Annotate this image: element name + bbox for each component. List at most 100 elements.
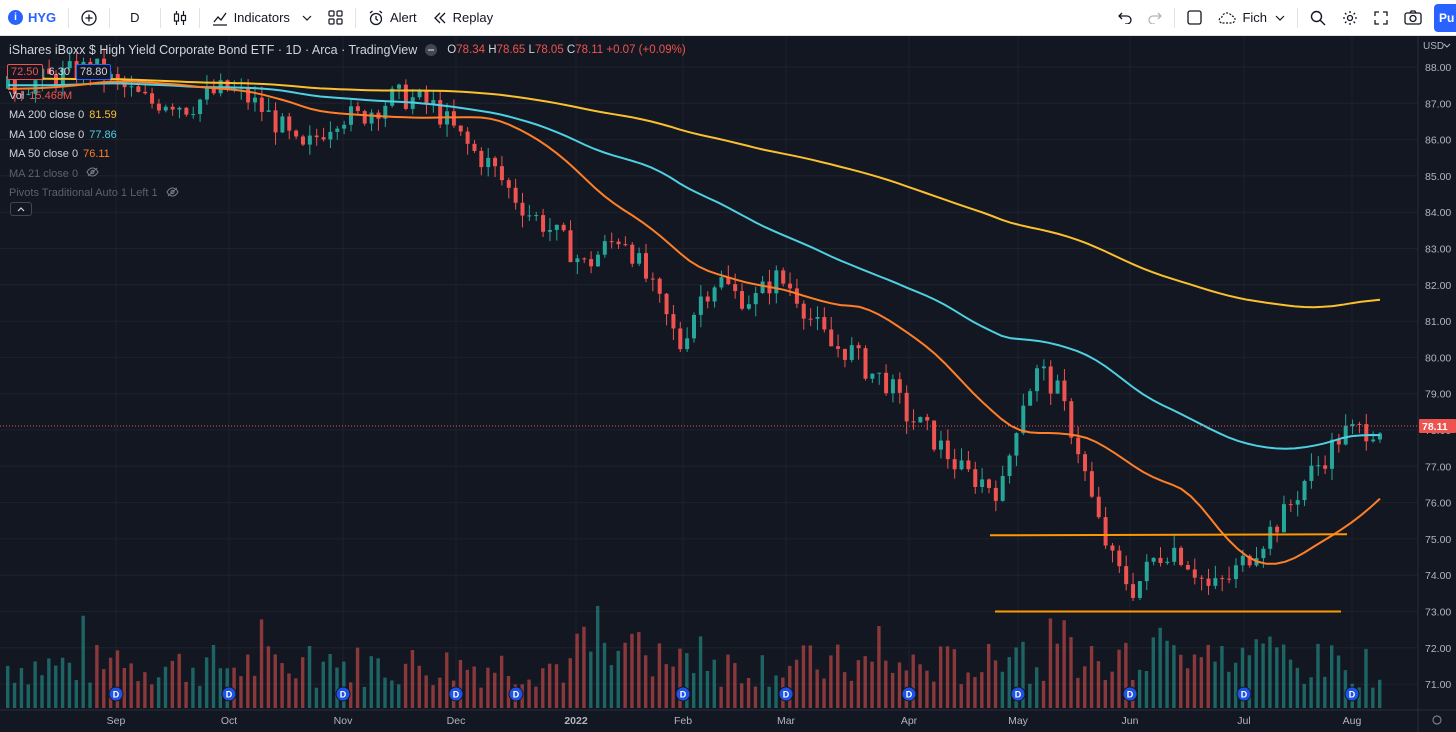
price-chart[interactable]: D D D D D D D D D D D D USD 88.00 87.00 86.00 85.00 84.00… (0, 36, 1456, 732)
buy-price-button[interactable]: 78.80 (76, 64, 112, 80)
volume-bar (219, 668, 222, 708)
volume-bar (925, 671, 928, 708)
fullscreen-button[interactable] (1366, 0, 1396, 36)
volume-bar (61, 658, 64, 708)
symbol-search-button[interactable]: i HYG (0, 0, 64, 36)
time-tick-label: Oct (221, 715, 237, 727)
indicator-ma100[interactable]: MA 100 close 0 77.86 (9, 125, 179, 145)
currency-label[interactable]: USD (1423, 41, 1444, 52)
alert-label: Alert (390, 10, 417, 25)
hide-series-icon[interactable] (425, 44, 437, 56)
chart-area[interactable]: D D D D D D D D D D D D USD 88.00 87.00 86.00 85.00 84.00… (0, 36, 1456, 732)
volume-bar (884, 661, 887, 708)
volume-bar (1076, 678, 1079, 708)
volume-bar (308, 646, 311, 708)
candle-body (267, 110, 271, 112)
replay-button[interactable]: Replay (425, 0, 501, 36)
candle-body (1289, 504, 1293, 505)
candle-body (191, 114, 195, 115)
toolbar-divider (1297, 8, 1298, 28)
candle-body (1344, 426, 1348, 445)
compare-button[interactable] (73, 0, 105, 36)
volume-bar (1330, 645, 1333, 708)
volume-bar (459, 660, 462, 708)
sell-price-button[interactable]: 72.50 (7, 64, 43, 80)
volume-bar (1289, 660, 1292, 708)
resistance-line[interactable] (990, 534, 1347, 535)
volume-bar (767, 687, 770, 708)
eye-off-icon[interactable] (86, 167, 99, 180)
volume-bar (527, 680, 530, 708)
price-tick-label: 71.00 (1425, 679, 1451, 691)
volume-bar (1062, 620, 1065, 708)
candle-body (1083, 454, 1087, 471)
price-tick-label: 82.00 (1425, 280, 1451, 292)
volume-bar (260, 619, 263, 708)
legend-title-row: iShares iBoxx $ High Yield Corporate Bon… (9, 42, 686, 58)
indicator-ma50[interactable]: MA 50 close 0 76.11 (9, 145, 179, 165)
candle-body (315, 136, 319, 138)
fullscreen-layout-button[interactable] (1179, 0, 1210, 36)
change-value: +0.07 (+0.09%) (606, 44, 685, 56)
layout-save-button[interactable]: Fich (1210, 0, 1293, 36)
volume-bar (328, 654, 331, 708)
time-tick-label: Jun (1122, 715, 1139, 727)
undo-button[interactable] (1110, 0, 1140, 36)
indicator-ma200[interactable]: MA 200 close 0 81.59 (9, 106, 179, 126)
volume-bar (1213, 662, 1216, 708)
volume-bar (1186, 668, 1189, 708)
price-tick-label: 81.00 (1425, 316, 1451, 328)
interval-button[interactable]: D (114, 0, 155, 36)
snapshot-button[interactable] (1396, 0, 1430, 36)
indicator-pivots[interactable]: Pivots Traditional Auto 1 Left 1 (9, 184, 179, 204)
eye-off-icon[interactable] (166, 187, 179, 200)
volume-bar (987, 644, 990, 708)
volume-bar (472, 666, 475, 708)
candle-body (493, 158, 497, 166)
candle-body (184, 108, 188, 115)
volume-bar (33, 661, 36, 708)
indicators-button[interactable]: Indicators (204, 0, 320, 36)
candle-body (397, 85, 401, 89)
volume-bar (671, 667, 674, 708)
candle-body (658, 279, 662, 294)
time-tick-label: Sep (107, 715, 126, 727)
candle-body (857, 345, 861, 348)
settings-button[interactable] (1334, 0, 1366, 36)
publish-button[interactable]: Pu (1434, 4, 1456, 32)
templates-button[interactable] (320, 0, 351, 36)
volume-bar (658, 643, 661, 708)
low-value: 78.05 (535, 44, 564, 56)
candle-body (671, 314, 675, 328)
collapse-legend-button[interactable] (10, 202, 32, 216)
candle-body (665, 294, 669, 314)
volume-bar (81, 616, 84, 708)
volume-bar (143, 672, 146, 708)
volume-bar (445, 652, 448, 708)
candle-body (699, 297, 703, 315)
indicator-ma21[interactable]: MA 21 close 0 (9, 164, 179, 184)
candle-body (1008, 456, 1012, 476)
volume-bar (294, 678, 297, 708)
candle-body (1200, 578, 1204, 579)
volume-bar (109, 658, 112, 708)
candle-body (925, 417, 929, 421)
top-toolbar: i HYG D Indicators Alert (0, 0, 1456, 36)
redo-button[interactable] (1140, 0, 1170, 36)
open-label: O (447, 44, 456, 56)
candle-body (1330, 440, 1334, 469)
candle-body (1303, 481, 1307, 500)
alert-button[interactable]: Alert (360, 0, 425, 36)
volume-bar (1097, 661, 1100, 708)
time-tick-label: Apr (901, 715, 918, 727)
camera-icon (1404, 10, 1422, 25)
volume-bar (1234, 663, 1237, 708)
volume-bar (239, 676, 242, 708)
chart-type-button[interactable] (165, 0, 195, 36)
candle-body (514, 188, 518, 203)
search-button[interactable] (1302, 0, 1334, 36)
indicator-volume[interactable]: Vol 15.468M (9, 86, 179, 106)
candle-body (342, 125, 346, 129)
candle-body (754, 293, 758, 304)
toolbar-divider (68, 8, 69, 28)
